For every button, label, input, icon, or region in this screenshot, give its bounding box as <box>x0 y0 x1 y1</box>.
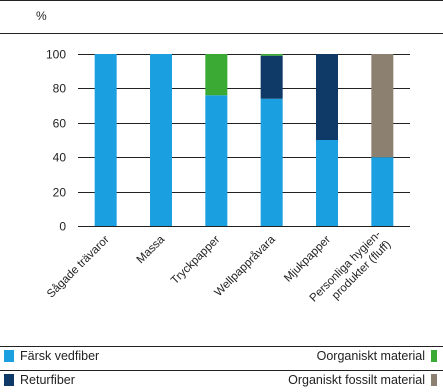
bar-segment-3-1 <box>260 55 283 99</box>
y-tick-labels: 0 20 40 60 80 100 <box>46 48 66 234</box>
legend-item-organiskt-fossilt-material: Organiskt fossilt material <box>288 373 437 387</box>
legend-item-farsk-vedfiber: Färsk vedfiber <box>4 349 99 363</box>
legend-swatch-returfiber <box>4 374 14 386</box>
x-tick-label: Wellpappråvara <box>212 233 278 299</box>
legend-item-oorganiskt-material: Oorganiskt material <box>317 349 437 363</box>
bar-segment-1-0 <box>150 54 172 226</box>
bar-segment-2-2 <box>205 54 228 96</box>
legend-swatch-organiskt-fossilt-material <box>431 374 437 386</box>
legend-top-rule <box>0 346 443 347</box>
y-tick-label: 40 <box>53 151 67 165</box>
x-tick-label: Sågade trävaror <box>45 234 112 301</box>
legend-row-1: Färsk vedfiber Oorganiskt material <box>0 349 443 367</box>
x-tick-label: Tryckpapper <box>169 234 222 287</box>
bar-segment-0-0 <box>94 54 117 226</box>
bar-segment-3-0 <box>260 98 283 226</box>
legend-middle-rule <box>0 370 443 371</box>
bar-segment-5-3 <box>371 54 394 158</box>
legend-row-2: Returfiber Organiskt fossilt material <box>0 373 443 391</box>
bar-segment-2-0 <box>205 95 228 226</box>
legend-label-farsk-vedfiber: Färsk vedfiber <box>20 349 100 363</box>
legend-label-organiskt-fossilt-material: Organiskt fossilt material <box>288 373 425 387</box>
bar-segment-4-1 <box>316 54 338 140</box>
y-tick-label: 100 <box>46 48 66 62</box>
x-tick-label: Massa <box>135 233 168 266</box>
x-tick-labels: Sågade trävaror Massa TryckpapperWellpappr… <box>45 229 394 305</box>
legend-label-oorganiskt-material: Oorganiskt material <box>316 349 425 363</box>
grid-lines <box>78 54 410 227</box>
legend-swatch-farsk-vedfiber <box>4 350 14 362</box>
bar-segment-4-0 <box>316 140 338 226</box>
bar-segment-5-0 <box>371 157 394 226</box>
y-tick-label: 80 <box>53 82 67 96</box>
bar-segment-3-2 <box>260 54 283 56</box>
legend-item-returfiber: Returfiber <box>4 373 75 387</box>
bars <box>94 54 394 226</box>
legend-swatch-oorganiskt-material <box>431 350 437 362</box>
y-tick-label: 20 <box>53 186 67 200</box>
y-unit-label: % <box>36 9 47 23</box>
y-tick-label: 0 <box>59 220 66 234</box>
legend-label-returfiber: Returfiber <box>20 373 75 387</box>
y-tick-label: 60 <box>53 117 67 131</box>
